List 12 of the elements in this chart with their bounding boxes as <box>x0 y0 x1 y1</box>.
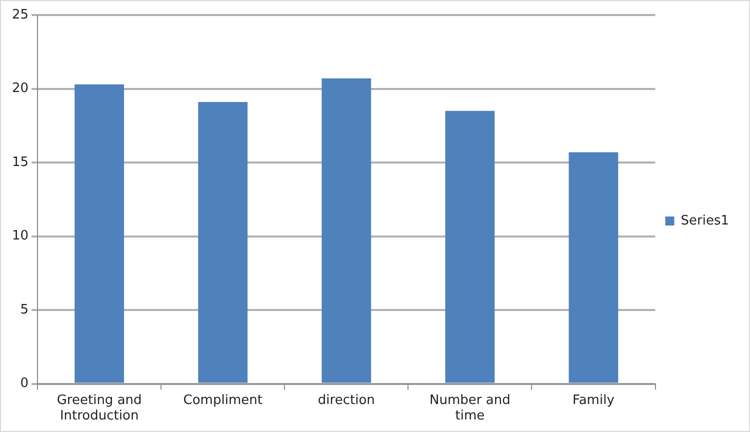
legend-label: Series1 <box>680 213 729 228</box>
x-tick-label: Family <box>572 392 615 408</box>
x-tick-label: Greeting and Introduction <box>56 392 142 424</box>
y-tick-label: 10 <box>12 228 29 244</box>
y-tick-label: 15 <box>12 154 29 170</box>
x-tick-label: Compliment <box>183 392 262 408</box>
x-tick-label: direction <box>318 392 375 408</box>
y-tick-label: 25 <box>12 7 29 22</box>
x-tick-label: Number and time <box>430 392 510 424</box>
y-tick-label: 5 <box>20 302 29 318</box>
y-tick-label: 0 <box>20 376 29 392</box>
y-tick-label: 20 <box>12 81 29 96</box>
